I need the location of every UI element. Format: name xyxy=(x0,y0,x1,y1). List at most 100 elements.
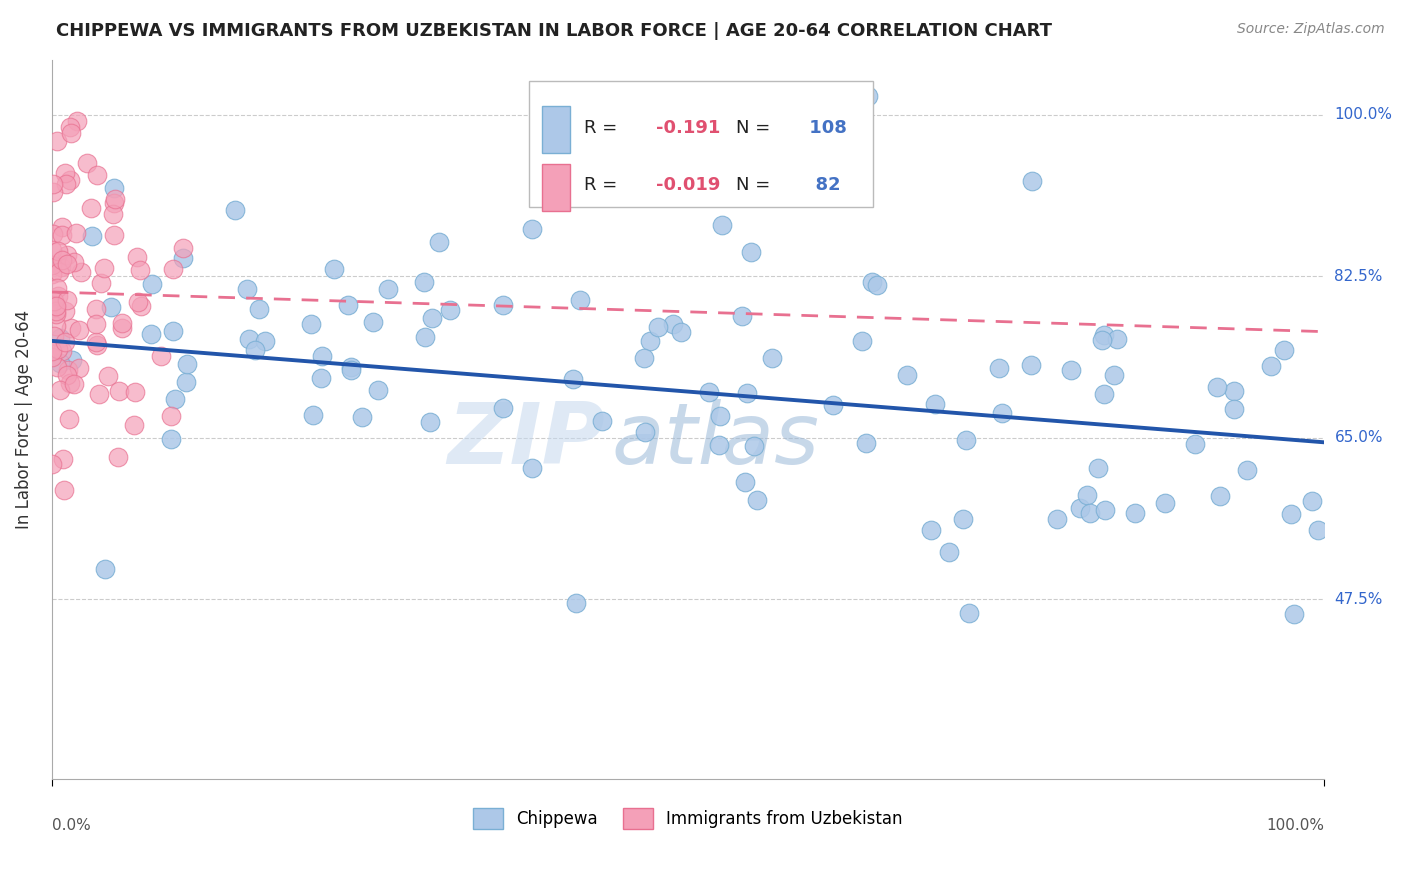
Text: 47.5%: 47.5% xyxy=(1334,591,1384,607)
Point xyxy=(730,309,752,323)
Point xyxy=(59,173,82,187)
Point xyxy=(84,334,107,349)
Point xyxy=(60,126,83,140)
Point xyxy=(80,228,103,243)
Point xyxy=(42,293,65,308)
Point xyxy=(172,252,194,266)
Point xyxy=(340,362,363,376)
Point xyxy=(42,329,65,343)
Point xyxy=(367,383,389,397)
Point xyxy=(41,243,63,257)
Text: 65.0%: 65.0% xyxy=(1334,430,1384,445)
Point xyxy=(568,293,591,308)
Point xyxy=(896,368,918,382)
Point xyxy=(56,293,79,307)
Point xyxy=(60,352,83,367)
Point xyxy=(160,432,183,446)
Point xyxy=(697,384,720,399)
Point xyxy=(1059,362,1081,376)
Legend: Chippewa, Immigrants from Uzbekistan: Chippewa, Immigrants from Uzbekistan xyxy=(467,802,910,835)
Point xyxy=(1279,508,1302,522)
Point xyxy=(45,304,67,318)
Point xyxy=(41,343,63,358)
Point xyxy=(735,385,758,400)
Point xyxy=(65,227,87,241)
Point xyxy=(492,401,515,415)
Point xyxy=(238,332,260,346)
Point xyxy=(302,408,325,422)
Point xyxy=(747,492,769,507)
Point xyxy=(1209,489,1232,503)
Point xyxy=(51,220,73,235)
Point xyxy=(955,433,977,447)
Point xyxy=(865,277,887,292)
Point xyxy=(48,383,70,397)
Point xyxy=(249,302,271,317)
Point xyxy=(51,228,73,243)
Point xyxy=(44,300,66,314)
Point xyxy=(638,334,661,348)
Point xyxy=(707,438,730,452)
Point xyxy=(131,299,153,313)
Point xyxy=(1092,327,1115,342)
Point xyxy=(224,202,246,217)
Point xyxy=(492,298,515,312)
Point xyxy=(1021,358,1043,372)
Point xyxy=(860,275,883,289)
Point xyxy=(59,120,82,134)
Point xyxy=(93,260,115,275)
Point xyxy=(1301,494,1323,508)
Point xyxy=(162,261,184,276)
Point xyxy=(58,412,80,426)
Point xyxy=(924,396,946,410)
Point xyxy=(340,360,363,375)
Point xyxy=(744,439,766,453)
Point xyxy=(108,384,131,399)
Point xyxy=(90,276,112,290)
Point xyxy=(124,384,146,399)
Text: Source: ZipAtlas.com: Source: ZipAtlas.com xyxy=(1237,22,1385,37)
Text: ZIP: ZIP xyxy=(447,400,606,483)
Point xyxy=(427,235,450,249)
Point xyxy=(103,228,125,243)
Point xyxy=(52,451,75,466)
Point xyxy=(253,334,276,348)
Point xyxy=(59,376,82,391)
Point xyxy=(235,282,257,296)
Point xyxy=(420,310,443,325)
Point xyxy=(412,275,434,289)
Point xyxy=(991,406,1014,420)
Point xyxy=(1078,507,1101,521)
Point xyxy=(361,315,384,329)
FancyBboxPatch shape xyxy=(541,106,569,153)
Point xyxy=(851,334,873,348)
Point xyxy=(46,343,69,357)
Point xyxy=(56,362,79,376)
Point xyxy=(53,304,76,318)
Point xyxy=(1091,333,1114,347)
Point xyxy=(1223,384,1246,398)
Point xyxy=(45,299,67,313)
Point xyxy=(41,258,63,272)
Point xyxy=(80,201,103,215)
Text: R =: R = xyxy=(583,119,623,137)
Point xyxy=(103,192,125,206)
Point xyxy=(46,359,69,374)
Point xyxy=(957,606,980,620)
Point xyxy=(1087,461,1109,475)
Point xyxy=(350,410,373,425)
Point xyxy=(856,88,879,103)
Point xyxy=(56,257,79,271)
Y-axis label: In Labor Force | Age 20-64: In Labor Force | Age 20-64 xyxy=(15,310,32,529)
Point xyxy=(55,368,77,382)
Point xyxy=(149,349,172,363)
Point xyxy=(162,324,184,338)
Point xyxy=(633,351,655,366)
Point xyxy=(97,369,120,384)
Point xyxy=(309,371,332,385)
Text: 108: 108 xyxy=(803,119,846,137)
Point xyxy=(299,317,322,331)
Text: atlas: atlas xyxy=(612,400,820,483)
FancyBboxPatch shape xyxy=(541,164,569,211)
Point xyxy=(544,190,567,204)
